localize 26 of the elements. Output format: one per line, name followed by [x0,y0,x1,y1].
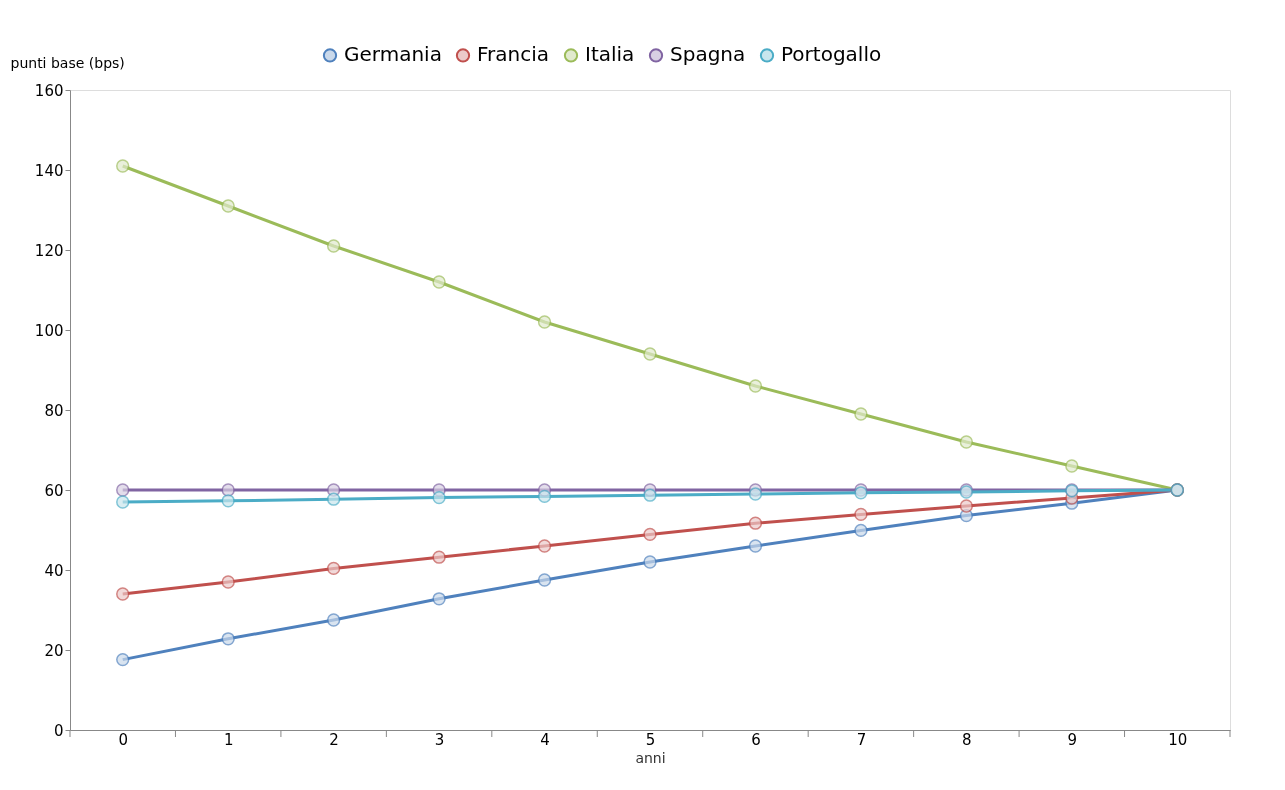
x-tick-label: 7 [856,730,867,749]
x-tick-label: 9 [1067,730,1078,749]
legend-label: Francia [477,42,550,67]
y-tick-label: 160 [34,81,64,100]
x-tick-label: 10 [1168,730,1188,749]
y-tick-label: 140 [34,161,64,180]
y-tick-label: 120 [34,241,64,260]
legend-label: Portogallo [781,42,882,67]
y-tick-label: 20 [44,641,64,660]
y-tick-label: 80 [44,401,64,420]
x-tick-label: 8 [962,730,972,749]
x-tick-label: 3 [434,730,445,749]
y-axis-title: punti base (bps) [10,54,125,71]
x-axis-title: anni [635,749,666,766]
legend-label: Spagna [670,42,746,67]
y-tick-label: 40 [44,561,64,580]
y-tick-label: 60 [44,481,64,500]
legend-label: Italia [585,42,635,67]
x-tick-label: 6 [751,730,761,749]
x-tick-label: 1 [223,730,234,749]
x-tick-label: 0 [118,730,128,749]
x-tick-label: 2 [329,730,339,749]
x-tick-label: 4 [540,730,550,749]
y-tick-label: 100 [34,321,64,340]
legend-label: Germania [344,42,442,67]
x-tick-label: 5 [645,730,656,749]
